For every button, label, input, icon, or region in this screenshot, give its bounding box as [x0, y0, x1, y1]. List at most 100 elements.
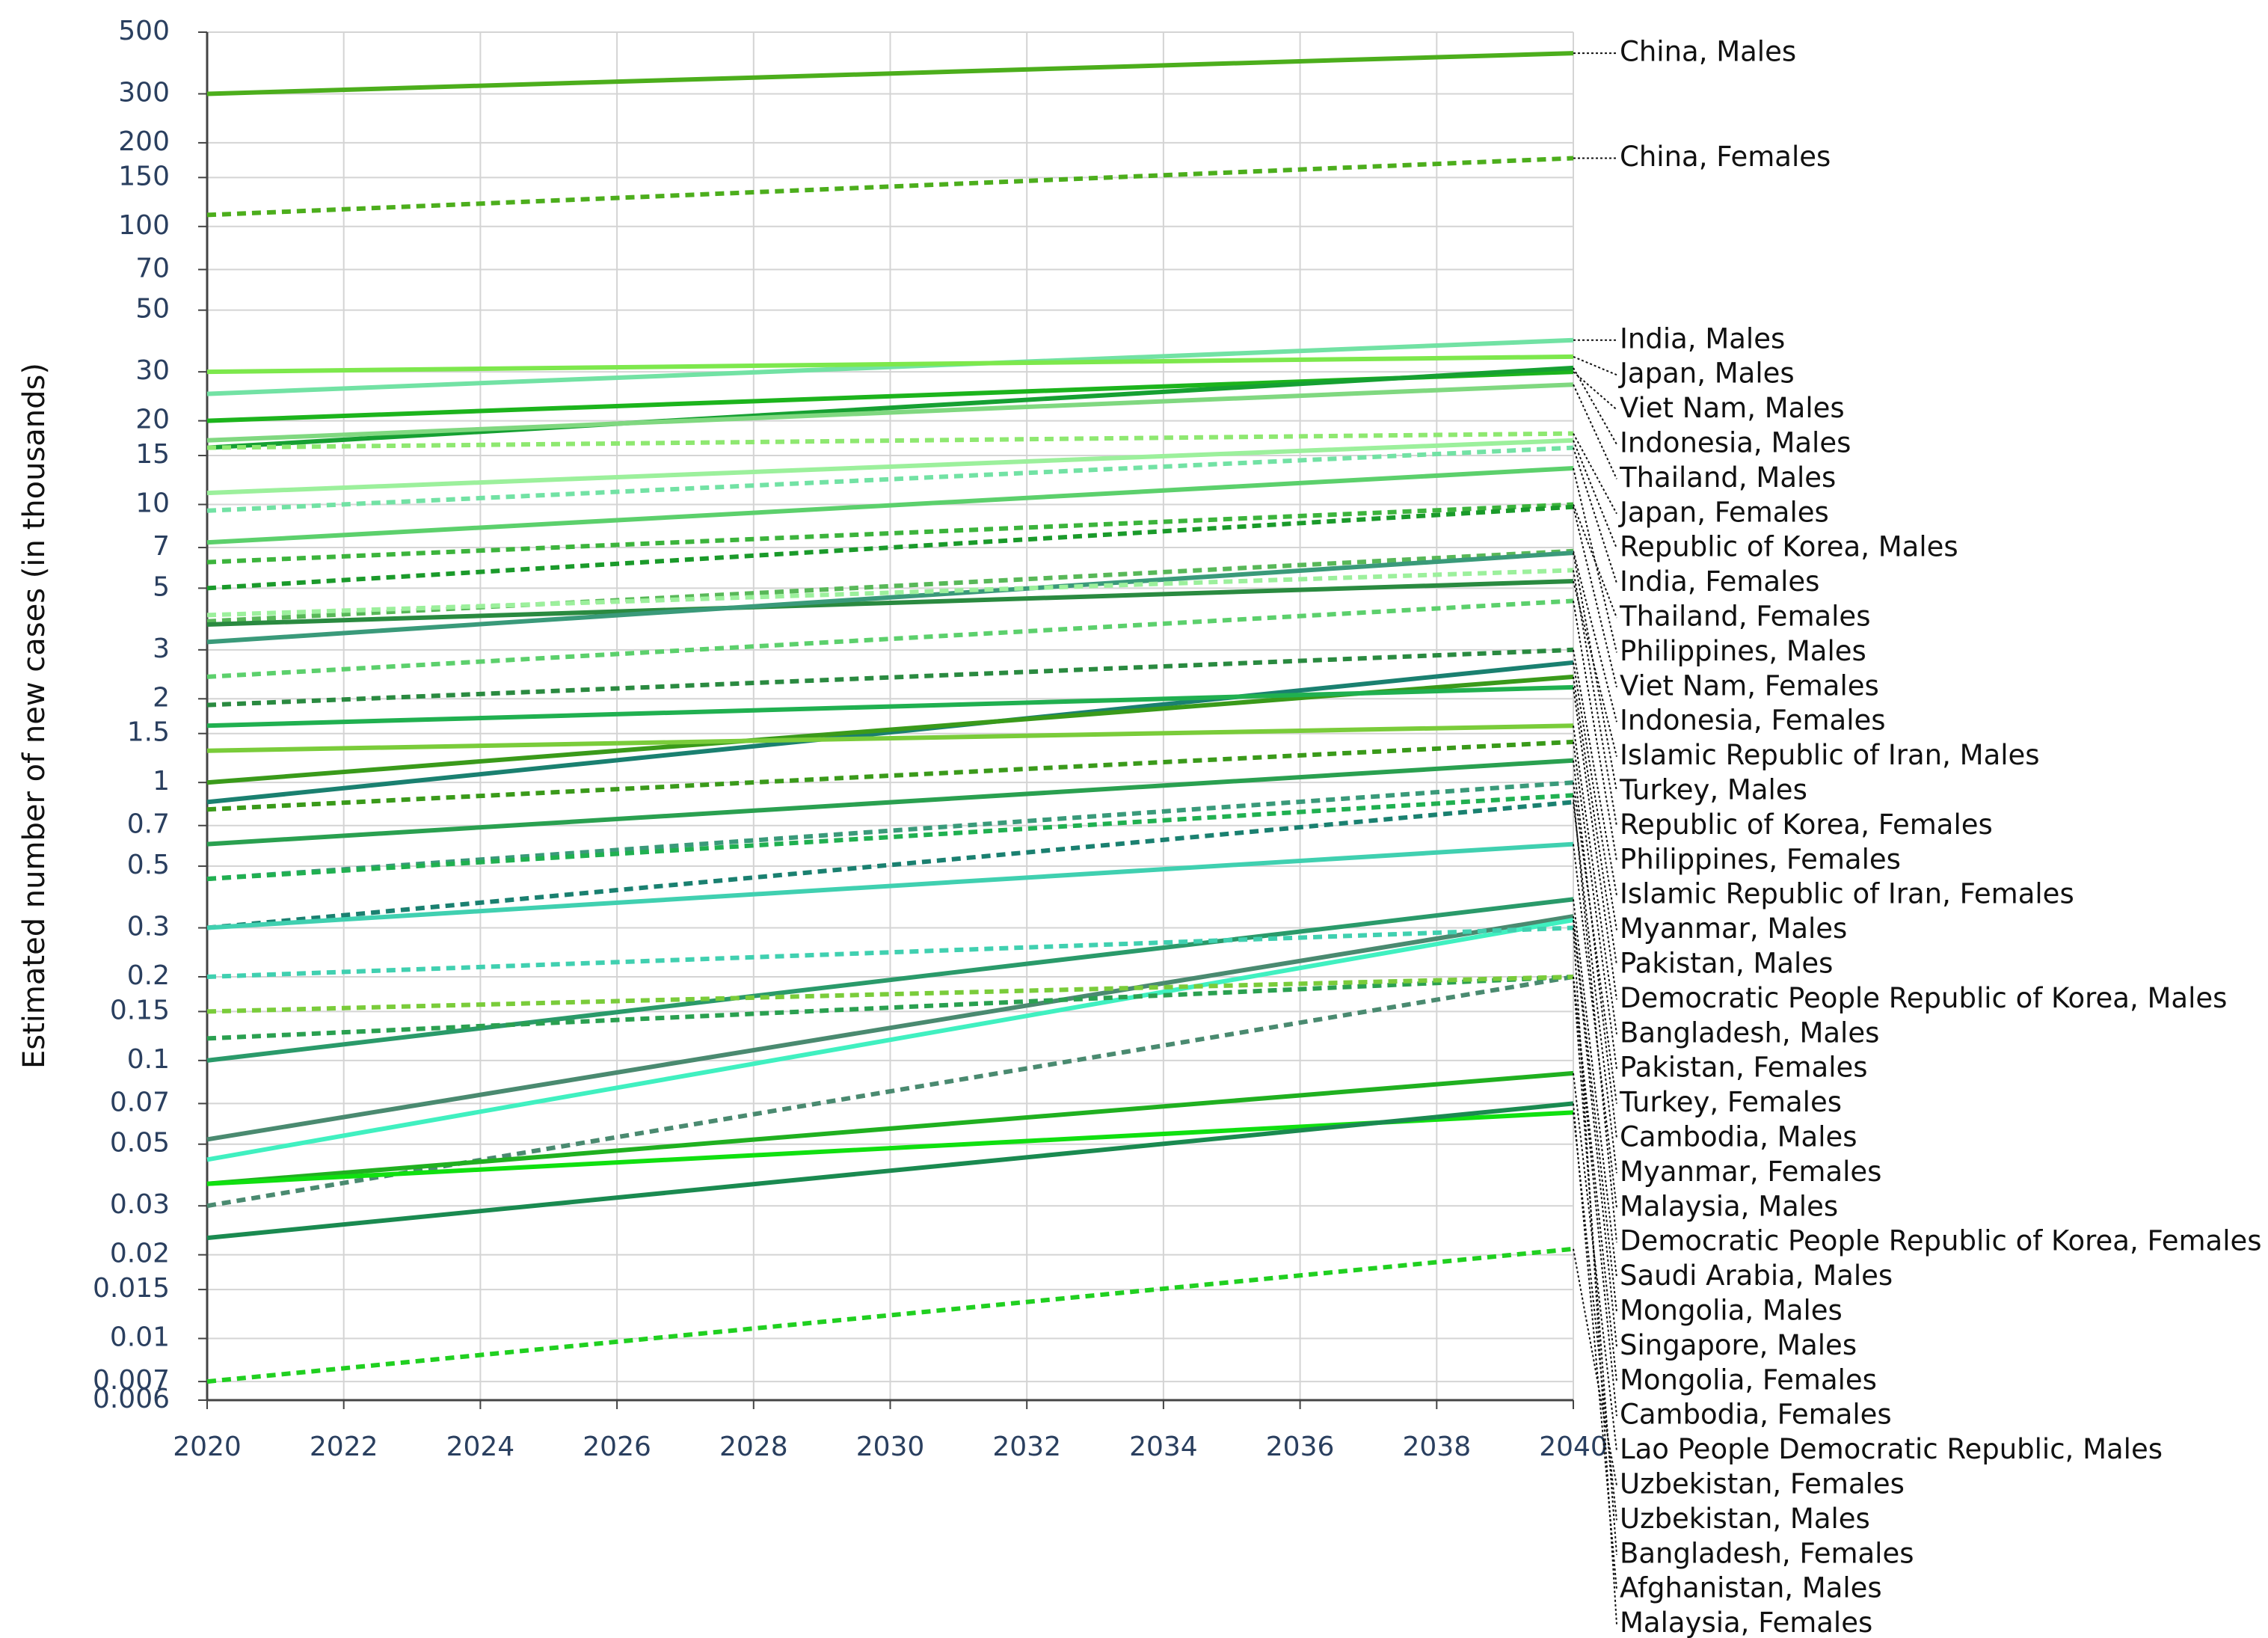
line-label: Turkey, Females — [1619, 1086, 1842, 1118]
series-line — [206, 365, 1574, 450]
series-line — [206, 51, 1574, 96]
series-line — [206, 918, 1574, 1162]
line-label: Uzbekistan, Females — [1620, 1467, 1905, 1500]
label-leader — [1573, 447, 1617, 583]
series-line — [206, 925, 1574, 979]
series-line — [206, 914, 1574, 1142]
line-label: Philippines, Females — [1620, 843, 1901, 875]
y-tick-label: 0.5 — [127, 850, 170, 880]
y-tick-label: 7 — [153, 531, 170, 562]
line-label: Mongolia, Females — [1620, 1364, 1877, 1396]
line-label: Japan, Males — [1618, 358, 1795, 390]
series-line — [206, 723, 1574, 753]
label-leader — [1573, 916, 1617, 1313]
series-line — [206, 354, 1574, 375]
x-tick-label: 2038 — [1402, 1432, 1471, 1462]
y-tick-label: 0.07 — [110, 1087, 170, 1117]
series-line — [206, 660, 1574, 805]
x-tick-label: 2030 — [856, 1432, 925, 1462]
y-tick-label: 5 — [153, 571, 170, 602]
series-line — [206, 897, 1574, 1063]
label-leader — [1573, 356, 1617, 376]
y-tick-label: 0.1 — [127, 1044, 170, 1075]
line-label: India, Females — [1620, 565, 1819, 598]
series-line — [206, 382, 1574, 443]
series-line — [206, 1246, 1574, 1384]
label-leader — [1573, 367, 1617, 445]
series-line — [206, 800, 1574, 930]
x-tick-label: 2024 — [446, 1432, 515, 1462]
series-line — [206, 431, 1574, 450]
y-tick-label: 0.2 — [127, 960, 170, 991]
label-leader — [1573, 687, 1617, 1000]
label-leader — [1573, 506, 1617, 688]
label-leader — [1573, 440, 1617, 549]
line-label: Viet Nam, Females — [1620, 669, 1879, 702]
label-leader — [1573, 371, 1617, 411]
line-label: Afghanistan, Males — [1620, 1572, 1882, 1604]
series-line — [206, 502, 1574, 565]
line-label: Democratic People Republic of Korea, Fem… — [1620, 1225, 2262, 1257]
label-leader — [1573, 782, 1617, 1104]
y-tick-label: 1.5 — [127, 717, 170, 748]
line-label: Uzbekistan, Males — [1620, 1503, 1870, 1535]
line-label: Indonesia, Females — [1620, 705, 1886, 737]
y-tick-label: 500 — [118, 16, 170, 46]
y-tick-label: 3 — [153, 634, 170, 664]
line-label: India, Males — [1620, 322, 1785, 355]
y-tick-label: 0.006 — [93, 1384, 170, 1414]
label-leader — [1573, 899, 1617, 1277]
label-leader — [1573, 467, 1617, 653]
line-label: Islamic Republic of Iran, Males — [1620, 739, 2040, 771]
series-line — [206, 684, 1574, 728]
y-tick-label: 2 — [153, 682, 170, 713]
series-line — [206, 975, 1574, 1209]
y-tick-label: 30 — [135, 355, 170, 386]
series-line — [206, 793, 1574, 882]
label-leader — [1573, 649, 1617, 896]
series-line — [206, 647, 1574, 708]
y-tick-label: 200 — [118, 126, 170, 157]
line-label: Republic of Korea, Males — [1620, 531, 1958, 563]
series-line — [206, 758, 1574, 847]
y-tick-label: 0.05 — [110, 1128, 170, 1159]
line-label: Bangladesh, Females — [1620, 1537, 1914, 1569]
line-label: Philippines, Males — [1620, 635, 1866, 667]
label-leader — [1573, 741, 1617, 1070]
series-line — [206, 598, 1574, 679]
line-label: Bangladesh, Males — [1620, 1016, 1879, 1049]
label-leader — [1573, 552, 1617, 792]
line-label: Japan, Females — [1618, 496, 1829, 528]
line-label: Lao People Democratic Republic, Males — [1620, 1433, 2163, 1465]
series-line — [206, 337, 1574, 396]
line-label: Saudi Arabia, Males — [1620, 1260, 1893, 1292]
label-leader — [1573, 676, 1617, 966]
line-label: Malaysia, Females — [1620, 1607, 1872, 1638]
x-tick-label: 2026 — [583, 1432, 651, 1462]
line-label: Malaysia, Males — [1620, 1190, 1838, 1222]
label-leader — [1573, 570, 1617, 826]
line-label: Indonesia, Males — [1620, 426, 1851, 458]
series-line — [206, 156, 1574, 218]
series-line — [206, 550, 1574, 645]
x-tick-label: 2028 — [719, 1432, 788, 1462]
x-tick-label: 2034 — [1129, 1432, 1198, 1462]
label-leader — [1573, 1073, 1617, 1451]
line-label: China, Males — [1620, 36, 1796, 68]
line-label: Cambodia, Females — [1620, 1399, 1892, 1431]
line-label: Myanmar, Females — [1620, 1156, 1881, 1188]
y-tick-label: 100 — [118, 210, 170, 241]
y-tick-label: 0.02 — [110, 1239, 170, 1269]
label-leader — [1573, 1103, 1617, 1590]
line-label: Republic of Korea, Females — [1620, 809, 1993, 841]
label-leader — [1573, 662, 1617, 930]
label-leader — [1573, 802, 1617, 1174]
series-line — [206, 466, 1574, 545]
y-tick-label: 0.3 — [127, 912, 170, 942]
y-tick-label: 15 — [135, 439, 170, 470]
x-tick-label: 2020 — [173, 1432, 242, 1462]
label-leader — [1573, 601, 1617, 861]
line-label: Islamic Republic of Iran, Females — [1620, 878, 2074, 910]
y-tick-label: 50 — [135, 294, 170, 325]
line-label: Thailand, Males — [1619, 461, 1836, 494]
